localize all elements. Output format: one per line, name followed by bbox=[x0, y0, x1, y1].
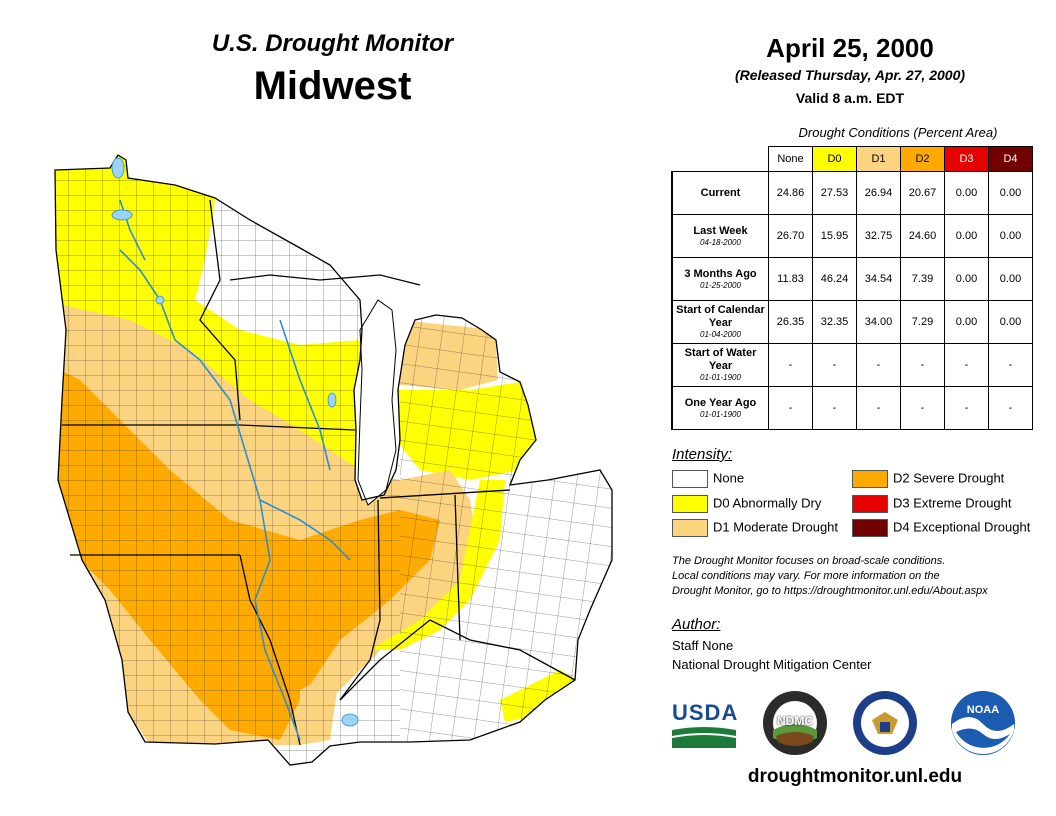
col-d2: D2 bbox=[900, 146, 945, 172]
map-date: April 25, 2000 bbox=[766, 33, 934, 63]
cell: 7.29 bbox=[900, 300, 945, 344]
cell: 0.00 bbox=[988, 171, 1033, 215]
cell: - bbox=[812, 343, 857, 387]
disclaimer-note: The Drought Monitor focuses on broad-sca… bbox=[672, 555, 988, 597]
midwest-drought-map bbox=[54, 154, 613, 766]
legend-item-d4: D4 Exceptional Drought bbox=[852, 519, 1030, 537]
usda-logo: USDA bbox=[672, 700, 737, 748]
cell: - bbox=[988, 386, 1033, 430]
cell: 34.00 bbox=[856, 300, 901, 344]
cell: 27.53 bbox=[812, 171, 857, 215]
cell: 20.67 bbox=[900, 171, 945, 215]
intensity-title: Intensity: bbox=[672, 446, 733, 463]
author-name: Staff None bbox=[672, 638, 734, 653]
ndmc-logo: NDMC bbox=[762, 690, 828, 756]
cell: - bbox=[768, 343, 813, 387]
col-none: None bbox=[768, 146, 813, 172]
author-title: Author: bbox=[672, 616, 721, 633]
table-corner bbox=[672, 147, 769, 172]
cell: 15.95 bbox=[812, 214, 857, 258]
cell: 26.35 bbox=[768, 300, 813, 344]
table-row: Start of Calendar Year 01-04-2000 26.35 3… bbox=[671, 300, 1033, 344]
cell: 0.00 bbox=[988, 300, 1033, 344]
cell: 0.00 bbox=[988, 257, 1033, 301]
row-label: Start of Calendar Year 01-04-2000 bbox=[671, 300, 769, 344]
cell: 32.75 bbox=[856, 214, 901, 258]
cell: - bbox=[900, 386, 945, 430]
valid-time: Valid 8 a.m. EDT bbox=[795, 90, 905, 106]
legend-item-d2: D2 Severe Drought bbox=[852, 470, 1004, 488]
cell: 24.86 bbox=[768, 171, 813, 215]
cell: - bbox=[812, 386, 857, 430]
legend-swatch bbox=[672, 495, 708, 513]
author-org: National Drought Mitigation Center bbox=[672, 657, 872, 672]
cell: - bbox=[856, 386, 901, 430]
col-d0: D0 bbox=[812, 146, 857, 172]
col-d1: D1 bbox=[856, 146, 901, 172]
row-label: Start of Water Year 01-01-1900 bbox=[671, 343, 769, 387]
cell: 0.00 bbox=[988, 214, 1033, 258]
table-row: 3 Months Ago 01-25-2000 11.83 46.24 34.54… bbox=[671, 257, 1033, 301]
legend-swatch bbox=[852, 495, 888, 513]
row-label: 3 Months Ago 01-25-2000 bbox=[671, 257, 769, 301]
legend-swatch bbox=[852, 470, 888, 488]
cell: 26.70 bbox=[768, 214, 813, 258]
row-label: Last Week 04-18-2000 bbox=[671, 214, 769, 258]
col-d3: D3 bbox=[944, 146, 989, 172]
map-subtitle: U.S. Drought Monitor bbox=[211, 30, 454, 57]
cell: 46.24 bbox=[812, 257, 857, 301]
cell: - bbox=[768, 386, 813, 430]
col-d4: D4 bbox=[988, 146, 1033, 172]
cell: 11.83 bbox=[768, 257, 813, 301]
cell: 0.00 bbox=[944, 300, 989, 344]
table-row: Current 24.86 27.53 26.94 20.67 0.00 0.0… bbox=[671, 171, 1033, 215]
legend-swatch bbox=[672, 519, 708, 537]
table-row: Start of Water Year 01-01-1900 - - - - - … bbox=[671, 343, 1033, 387]
cell: - bbox=[944, 343, 989, 387]
noaa-logo: NOAA bbox=[950, 690, 1016, 756]
row-label: One Year Ago 01-01-1900 bbox=[671, 386, 769, 430]
legend-item-d1: D1 Moderate Drought bbox=[672, 519, 838, 537]
cell: - bbox=[944, 386, 989, 430]
conditions-caption: Drought Conditions (Percent Area) bbox=[798, 125, 998, 140]
legend-swatch bbox=[852, 519, 888, 537]
legend-item-none: None bbox=[672, 470, 744, 488]
legend-item-d3: D3 Extreme Drought bbox=[852, 495, 1012, 513]
cell: 24.60 bbox=[900, 214, 945, 258]
legend-swatch bbox=[672, 470, 708, 488]
cell: 26.94 bbox=[856, 171, 901, 215]
cell: - bbox=[988, 343, 1033, 387]
table-row: Last Week 04-18-2000 26.70 15.95 32.75 24… bbox=[671, 214, 1033, 258]
cell: 7.39 bbox=[900, 257, 945, 301]
cell: - bbox=[856, 343, 901, 387]
cell: 0.00 bbox=[944, 171, 989, 215]
cell: - bbox=[900, 343, 945, 387]
legend-item-d0: D0 Abnormally Dry bbox=[672, 495, 821, 513]
cell: 0.00 bbox=[944, 214, 989, 258]
commerce-seal-logo bbox=[853, 691, 917, 755]
cell: 0.00 bbox=[944, 257, 989, 301]
row-label: Current bbox=[671, 171, 769, 215]
region-title: Midwest bbox=[253, 64, 412, 108]
cell: 34.54 bbox=[856, 257, 901, 301]
cell: 32.35 bbox=[812, 300, 857, 344]
table-row: One Year Ago 01-01-1900 - - - - - - bbox=[671, 386, 1033, 430]
website-url[interactable]: droughtmonitor.unl.edu bbox=[747, 766, 963, 787]
release-date: (Released Thursday, Apr. 27, 2000) bbox=[734, 67, 966, 83]
drought-conditions-table: None D0 D1 D2 D3 D4 Current 24.86 27.53 … bbox=[671, 146, 1033, 430]
